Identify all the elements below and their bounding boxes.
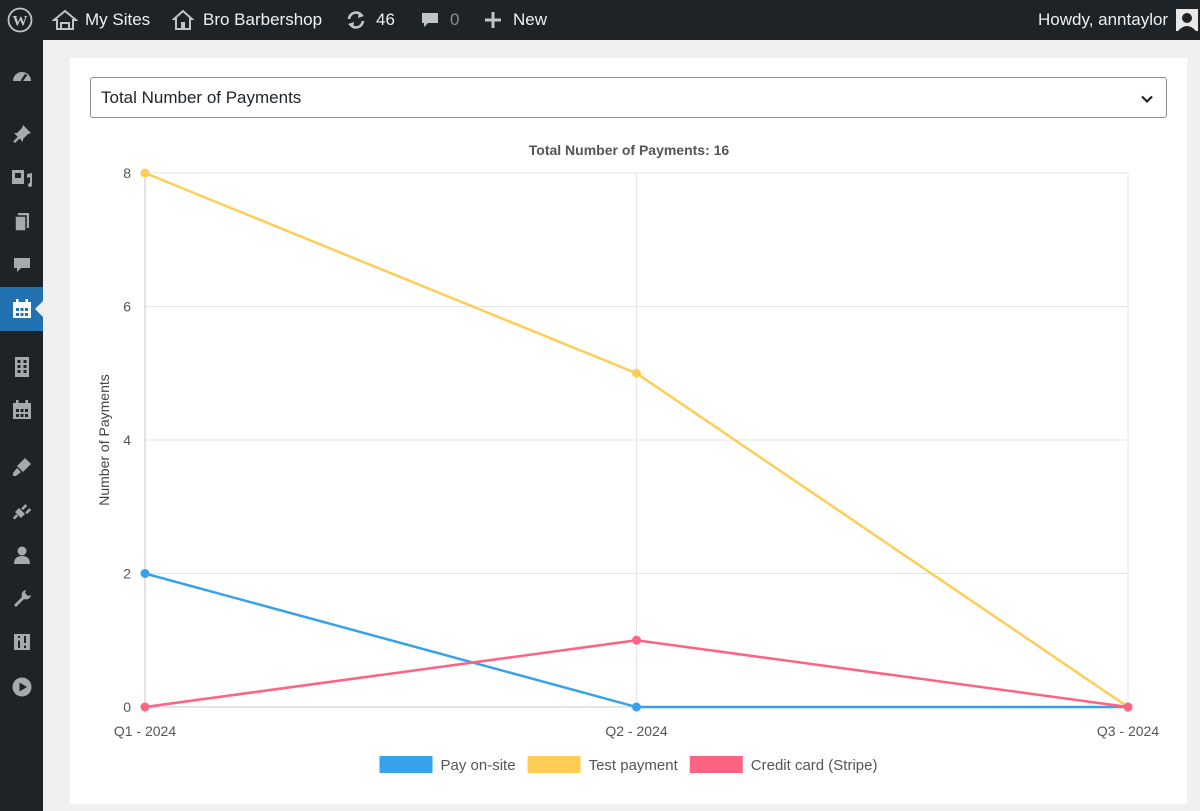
data-point[interactable]	[632, 635, 641, 645]
admin-bar: W My Sites Bro Barbershop	[0, 0, 1200, 40]
comments-icon[interactable]	[0, 248, 43, 282]
pin-icon[interactable]	[0, 117, 43, 151]
y-tick-label: 4	[123, 432, 131, 448]
report-type-select[interactable]: Total Number of Payments	[90, 77, 1167, 118]
legend-label: Test payment	[589, 757, 679, 774]
plus-icon	[483, 10, 503, 30]
account-menu[interactable]: Howdy, anntaylor	[1038, 0, 1199, 40]
comments-count: 0	[450, 10, 460, 29]
report-panel: Total Number of Payments Total Number of…	[70, 58, 1187, 804]
my-sites-menu[interactable]: My Sites	[52, 0, 150, 40]
users-icon[interactable]	[0, 538, 43, 572]
pages-icon[interactable]	[0, 205, 43, 239]
data-point[interactable]	[140, 702, 150, 712]
admin-sidebar	[0, 40, 43, 811]
y-tick-label: 2	[123, 566, 131, 582]
svg-text:W: W	[13, 14, 28, 30]
plugins-icon[interactable]	[0, 494, 43, 528]
x-tick-label: Q3 - 2024	[1097, 723, 1159, 739]
legend-swatch	[689, 756, 743, 773]
chart-legend: Pay on-site Test payment Credit card (Stri…	[379, 756, 878, 774]
legend-label: Pay on-site	[441, 757, 516, 774]
avatar	[1176, 9, 1199, 31]
my-sites-label: My Sites	[85, 10, 151, 29]
settings-icon[interactable]	[0, 625, 43, 659]
y-tick-label: 6	[123, 299, 131, 315]
legend-swatch	[379, 756, 433, 773]
legend-swatch	[527, 756, 581, 773]
my-sites-icon	[52, 9, 78, 31]
updates-count: 46	[376, 10, 395, 29]
comment-bubble-icon	[420, 10, 440, 30]
appearance-icon[interactable]	[0, 450, 43, 484]
howdy-label: Howdy, anntaylor	[1038, 10, 1169, 29]
site-name-menu[interactable]: Bro Barbershop	[172, 0, 322, 40]
payments-line-chart: Total Number of Payments: 16 Number of P…	[96, 142, 1159, 774]
report-type-selected: Total Number of Payments	[101, 87, 302, 107]
data-point[interactable]	[632, 702, 641, 712]
y-axis-title: Number of Payments	[96, 374, 112, 506]
data-point[interactable]	[1123, 702, 1133, 712]
updates-menu[interactable]: 46	[345, 0, 395, 40]
legend-item-0[interactable]: Pay on-site	[379, 756, 516, 774]
legend-label: Credit card (Stripe)	[751, 757, 878, 774]
legend-item-1[interactable]: Test payment	[527, 756, 679, 774]
chart-grid: 0 2 4 6 8 Q1 - 2024 Q2 - 2024 Q3 - 2024	[114, 165, 1159, 739]
site-name-label: Bro Barbershop	[203, 10, 323, 29]
calendar-icon[interactable]	[0, 287, 43, 331]
calendar-grid-icon[interactable]	[0, 393, 43, 427]
y-tick-label: 8	[123, 165, 131, 181]
home-icon	[172, 9, 194, 31]
building-icon[interactable]	[0, 350, 43, 384]
data-point[interactable]	[140, 168, 150, 178]
x-tick-label: Q1 - 2024	[114, 723, 176, 739]
play-icon[interactable]	[0, 670, 43, 704]
wordpress-logo-icon[interactable]: W	[7, 0, 33, 40]
data-point[interactable]	[632, 368, 641, 378]
new-label: New	[513, 10, 548, 29]
data-point[interactable]	[140, 569, 150, 578]
chart-series	[140, 168, 1133, 712]
legend-item-2[interactable]: Credit card (Stripe)	[689, 756, 878, 774]
chevron-down-icon	[1140, 91, 1154, 111]
chart-title: Total Number of Payments: 16	[529, 142, 730, 158]
comments-menu[interactable]: 0	[420, 0, 459, 40]
dashboard-icon[interactable]	[0, 59, 43, 93]
y-tick-label: 0	[123, 699, 131, 715]
updates-icon	[345, 9, 367, 31]
tools-icon[interactable]	[0, 582, 43, 616]
x-tick-label: Q2 - 2024	[605, 723, 667, 739]
new-content-menu[interactable]: New	[483, 0, 547, 40]
media-icon[interactable]	[0, 162, 43, 196]
